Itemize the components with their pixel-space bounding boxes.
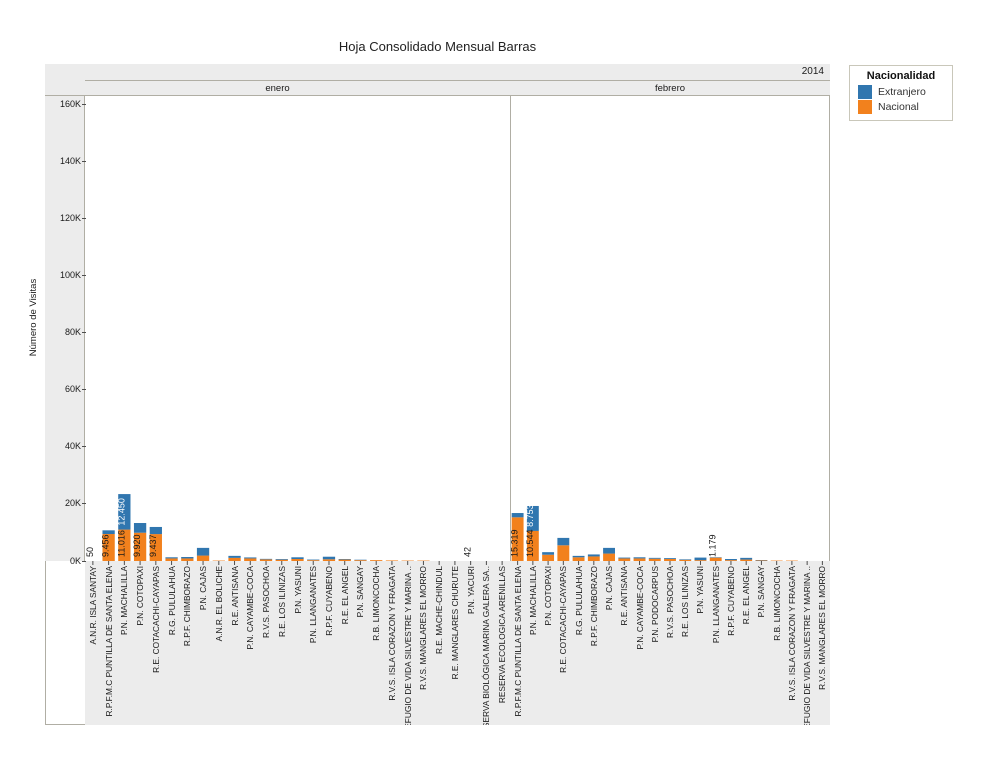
svg-text:11.016: 11.016	[116, 530, 126, 557]
svg-text:12.450: 12.450	[116, 498, 126, 526]
svg-text:15.319: 15.319	[510, 529, 520, 557]
svg-text:50: 50	[85, 547, 95, 557]
svg-text:42: 42	[463, 547, 473, 557]
svg-text:10.544: 10.544	[525, 529, 535, 557]
svg-text:9.456: 9.456	[101, 534, 111, 557]
svg-text:9.920: 9.920	[132, 534, 142, 557]
svg-text:9.437: 9.437	[148, 534, 158, 557]
svg-text:8.753: 8.753	[525, 504, 535, 527]
svg-text:1.179: 1.179	[708, 534, 718, 557]
